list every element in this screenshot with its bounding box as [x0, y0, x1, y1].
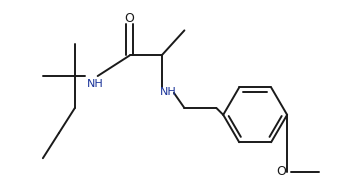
- Text: NH: NH: [87, 79, 104, 89]
- Text: O: O: [277, 165, 286, 178]
- Text: NH: NH: [160, 87, 177, 97]
- Text: O: O: [125, 12, 135, 24]
